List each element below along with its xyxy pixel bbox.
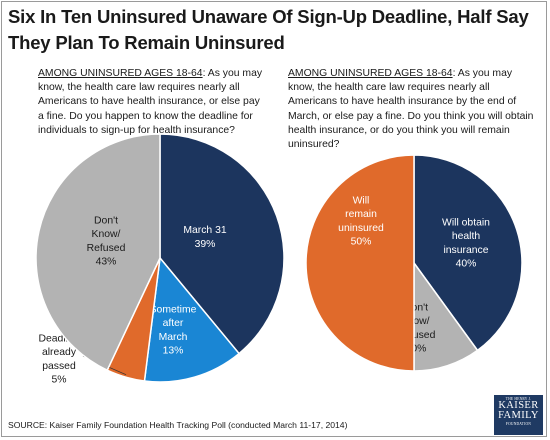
pie-slice-will-remain-uninsured — [305, 154, 415, 372]
slice-label: Don't Know/Refused 43% — [87, 215, 126, 267]
plans-pie: Will obtain health insurance 40%Don't know/R… — [305, 154, 523, 372]
slice-label: Deadline already passed 5% — [38, 333, 79, 385]
logo-line-3: FAMILY — [498, 410, 539, 421]
slice-label: Sometime after March 13% — [150, 304, 197, 356]
deadline-pie: March 31 39% Sometime after March 13% Deadline… — [35, 133, 285, 386]
right-question: AMONG UNINSURED AGES 18-64: As you may k… — [288, 67, 538, 152]
source-note: SOURCE: Kaiser Family Foundation Health … — [8, 420, 348, 430]
slice-label: Will obtain health insurance 40% — [442, 217, 490, 269]
pie-slice-will-obtain-health-insurance — [413, 154, 523, 352]
left-question: AMONG UNINSURED AGES 18-64: As you may k… — [38, 67, 263, 138]
logo-line-4: FOUNDATION — [505, 422, 532, 426]
chart-title: Six In Ten Uninsured Unaware Of Sign-Up … — [8, 6, 529, 53]
pie-slice-sometime-after-march — [143, 256, 241, 383]
left-question-label: AMONG UNINSURED AGES 18-64 — [38, 68, 203, 79]
pie-slice-march-31 — [159, 133, 285, 355]
slice-label: Don't know/Refused 10% — [397, 302, 436, 354]
slice-label: Will remain uninsured 50% — [338, 195, 384, 247]
pie-slice-don-t-know-refused — [35, 133, 161, 372]
logo-line-2: KAISER — [498, 400, 539, 411]
right-question-label: AMONG UNINSURED AGES 18-64 — [288, 68, 453, 79]
kff-logo: THE HENRY J. KAISER FAMILY FOUNDATION — [494, 395, 543, 435]
logo-line-1: THE HENRY J. — [505, 397, 532, 401]
left-question-text: : As you may know, the health care law r… — [38, 68, 263, 136]
right-question-text: : As you may know, the health care law r… — [288, 68, 534, 151]
slice-label: March 31 39% — [183, 225, 227, 250]
